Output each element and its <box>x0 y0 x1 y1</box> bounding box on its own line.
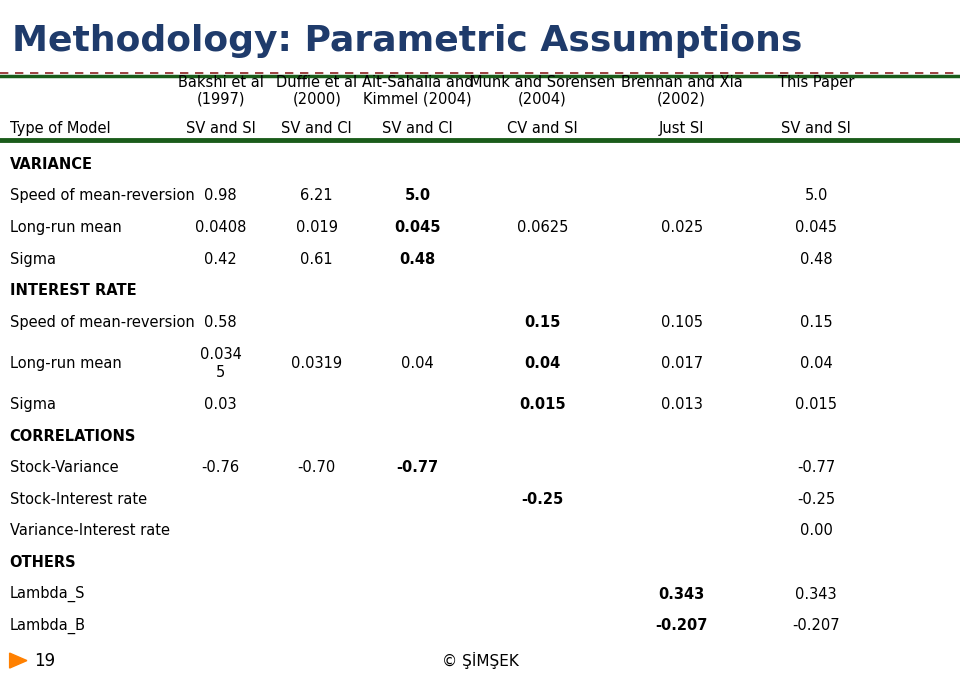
Text: 0.015: 0.015 <box>795 397 837 412</box>
Text: 0.00: 0.00 <box>800 524 832 539</box>
Text: (2004): (2004) <box>518 92 566 107</box>
Text: 0.105: 0.105 <box>660 315 703 330</box>
Text: 0.03: 0.03 <box>204 397 237 412</box>
Text: Speed of mean-reversion: Speed of mean-reversion <box>10 189 194 204</box>
Text: 0.015: 0.015 <box>519 397 565 412</box>
Text: 0.025: 0.025 <box>660 220 703 235</box>
Text: 6.21: 6.21 <box>300 189 333 204</box>
Text: Just SI: Just SI <box>659 121 705 136</box>
Text: Type of Model: Type of Model <box>10 121 110 136</box>
Text: Lambda_S: Lambda_S <box>10 586 85 602</box>
Text: 0.343: 0.343 <box>659 586 705 601</box>
Text: 0.42: 0.42 <box>204 251 237 266</box>
Text: OTHERS: OTHERS <box>10 555 76 570</box>
Text: -0.25: -0.25 <box>797 492 835 507</box>
Text: 0.04: 0.04 <box>401 356 434 371</box>
Text: CV and SI: CV and SI <box>507 121 578 136</box>
Text: -0.70: -0.70 <box>298 460 336 475</box>
Text: 0.58: 0.58 <box>204 315 237 330</box>
Text: SV and SI: SV and SI <box>781 121 851 136</box>
Text: 0.98: 0.98 <box>204 189 237 204</box>
Text: 0.0625: 0.0625 <box>516 220 568 235</box>
Text: (2000): (2000) <box>293 92 341 107</box>
Text: Long-run mean: Long-run mean <box>10 356 121 371</box>
Text: 0.013: 0.013 <box>660 397 703 412</box>
Text: 0.045: 0.045 <box>395 220 441 235</box>
Text: 0.019: 0.019 <box>296 220 338 235</box>
Text: (2002): (2002) <box>658 92 706 107</box>
Text: 19: 19 <box>35 652 56 669</box>
Text: Bakshi et al: Bakshi et al <box>178 75 264 90</box>
Text: 0.15: 0.15 <box>800 315 832 330</box>
Text: -0.76: -0.76 <box>202 460 240 475</box>
Text: 0.48: 0.48 <box>399 251 436 266</box>
Text: SV and SI: SV and SI <box>186 121 255 136</box>
Text: Kimmel (2004): Kimmel (2004) <box>363 92 472 107</box>
Text: CORRELATIONS: CORRELATIONS <box>10 428 136 443</box>
Text: 0.343: 0.343 <box>795 586 837 601</box>
Text: Stock-Interest rate: Stock-Interest rate <box>10 492 147 507</box>
Text: Speed of mean-reversion: Speed of mean-reversion <box>10 315 194 330</box>
Text: 0.04: 0.04 <box>524 356 561 371</box>
Text: 5.0: 5.0 <box>404 189 431 204</box>
Text: (1997): (1997) <box>197 92 245 107</box>
Text: Duffie et al: Duffie et al <box>276 75 357 90</box>
Text: -0.207: -0.207 <box>656 618 708 633</box>
Text: 0.15: 0.15 <box>524 315 561 330</box>
Text: © ŞİMŞEK: © ŞİMŞEK <box>442 652 518 669</box>
Text: Ait-Sahalia and: Ait-Sahalia and <box>362 75 473 90</box>
Text: Variance-Interest rate: Variance-Interest rate <box>10 524 170 539</box>
Text: 0.034
5: 0.034 5 <box>200 347 242 379</box>
Text: This Paper: This Paper <box>778 75 854 90</box>
Text: 0.48: 0.48 <box>800 251 832 266</box>
Text: 0.045: 0.045 <box>795 220 837 235</box>
Text: Sigma: Sigma <box>10 397 56 412</box>
Text: 5.0: 5.0 <box>804 189 828 204</box>
Text: VARIANCE: VARIANCE <box>10 157 92 172</box>
Text: SV and CI: SV and CI <box>281 121 352 136</box>
Text: 0.61: 0.61 <box>300 251 333 266</box>
Text: Methodology: Parametric Assumptions: Methodology: Parametric Assumptions <box>12 24 802 58</box>
Text: -0.25: -0.25 <box>521 492 564 507</box>
Text: -0.207: -0.207 <box>792 618 840 633</box>
Text: Stock-Variance: Stock-Variance <box>10 460 118 475</box>
Text: -0.77: -0.77 <box>797 460 835 475</box>
Polygon shape <box>10 653 27 668</box>
Text: 0.017: 0.017 <box>660 356 703 371</box>
Text: Long-run mean: Long-run mean <box>10 220 121 235</box>
Text: 0.04: 0.04 <box>800 356 832 371</box>
Text: Sigma: Sigma <box>10 251 56 266</box>
Text: SV and CI: SV and CI <box>382 121 453 136</box>
Text: Lambda_B: Lambda_B <box>10 618 85 634</box>
Text: -0.77: -0.77 <box>396 460 439 475</box>
Text: Munk and Sorensen: Munk and Sorensen <box>469 75 615 90</box>
Text: 0.0319: 0.0319 <box>291 356 343 371</box>
Text: Brennan and Xia: Brennan and Xia <box>621 75 742 90</box>
Text: 0.0408: 0.0408 <box>195 220 247 235</box>
Text: INTEREST RATE: INTEREST RATE <box>10 283 136 298</box>
